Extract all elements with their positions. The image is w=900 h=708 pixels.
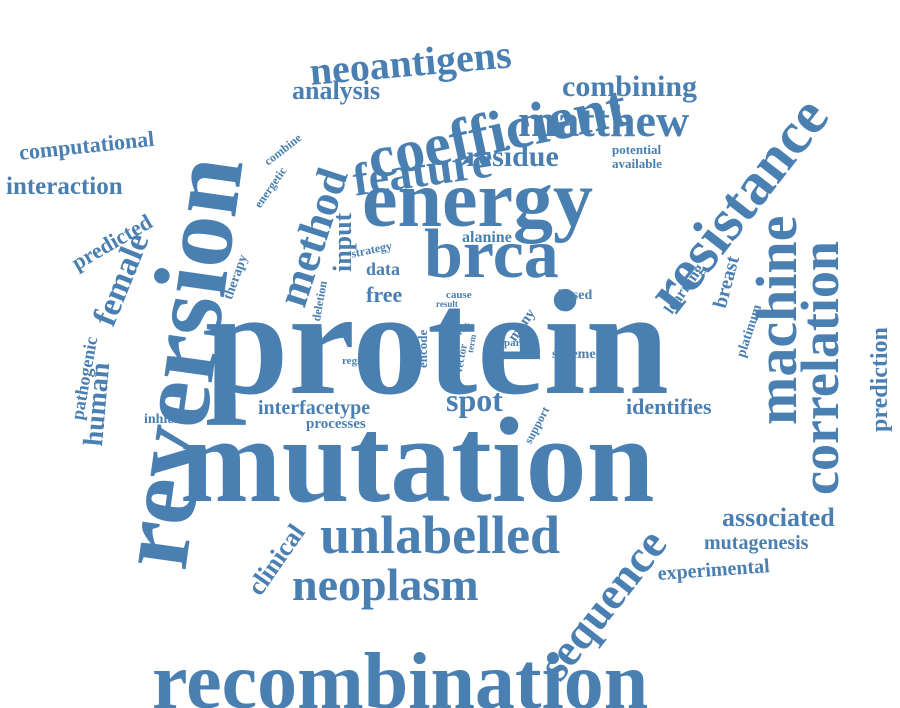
word-spot: spot — [446, 382, 503, 418]
word-parp: parp — [504, 337, 527, 349]
word-data: data — [366, 259, 401, 279]
word-associated: associated — [722, 503, 835, 532]
word-unlabelled: unlabelled — [320, 505, 561, 565]
word-inhibitor: inhibitor — [144, 412, 197, 427]
word-input: input — [328, 212, 357, 272]
word-alanine: alanine — [462, 229, 512, 246]
word-potential: potential — [612, 142, 662, 157]
word-neoplasm: neoplasm — [292, 559, 479, 610]
word-residue: residue — [466, 140, 559, 173]
word-analysis: analysis — [292, 76, 381, 105]
word-based: based — [558, 288, 593, 303]
word-prediction: prediction — [867, 327, 893, 432]
word-protein: protein — [205, 260, 669, 426]
word-brca: brca — [424, 216, 559, 293]
word-available: available — [612, 156, 662, 171]
word-cause: cause — [446, 289, 472, 301]
word-recombination: recombination — [152, 638, 649, 708]
word-scheme: scheme — [552, 347, 596, 362]
word-matthew: matthew — [518, 95, 690, 146]
word-region: region — [342, 355, 372, 367]
word-interfacetype: interfacetype — [258, 397, 371, 419]
word-free: free — [366, 282, 403, 307]
word-identifies: identifies — [626, 394, 712, 419]
word-combining: combining — [562, 70, 698, 103]
word-interaction: interaction — [6, 173, 123, 200]
word-correlation: correlation — [790, 241, 850, 495]
word-combine: combine — [261, 130, 305, 169]
word-experimental: experimental — [656, 555, 771, 585]
word-energy: energy — [362, 156, 594, 244]
word-result: result — [436, 299, 458, 309]
word-computational: computational — [17, 125, 156, 165]
word-processes: processes — [306, 416, 366, 432]
word-mutagenesis: mutagenesis — [704, 532, 809, 554]
word-encode: encode — [415, 329, 430, 368]
word-mutation: mutation — [180, 393, 655, 528]
